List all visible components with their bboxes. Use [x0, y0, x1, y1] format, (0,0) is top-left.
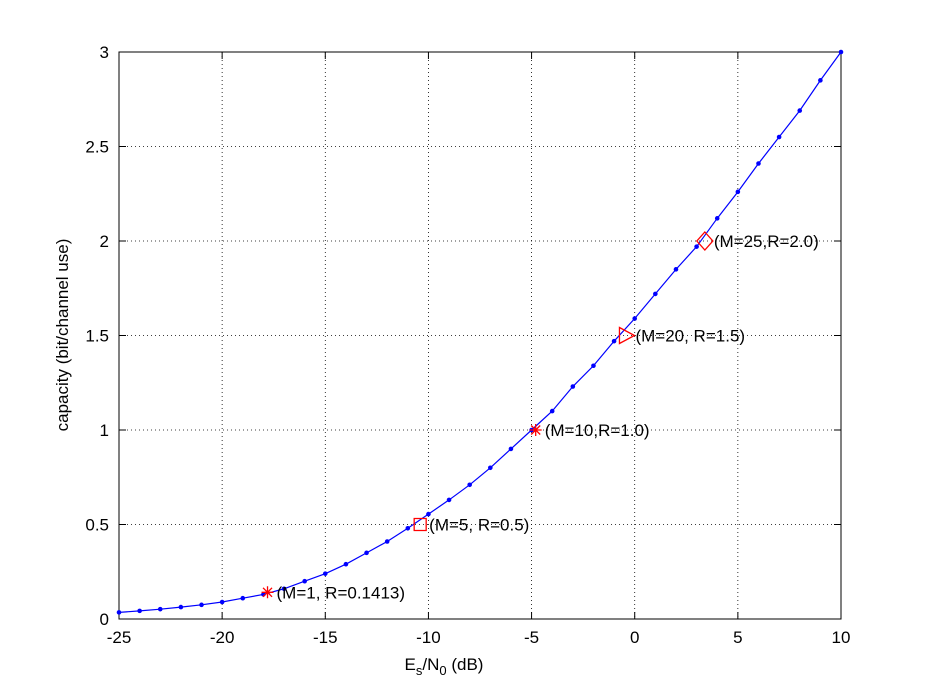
x-tick-label: 10 — [832, 628, 851, 647]
point — [157, 606, 163, 612]
point — [322, 571, 328, 576]
point — [714, 216, 720, 221]
point — [653, 291, 658, 297]
point — [756, 161, 761, 166]
point — [508, 446, 514, 452]
x-label-part: E — [405, 655, 416, 674]
point — [776, 134, 782, 140]
y-tick-label: 2.5 — [85, 138, 109, 157]
x-label-part: /N — [422, 655, 439, 674]
x-label-part: s — [416, 663, 423, 678]
y-axis-label: capacity (bit/channel use) — [53, 239, 72, 432]
y-tick-label: 0.5 — [85, 516, 109, 535]
annotation-label: (M=1, R=0.1413) — [277, 583, 406, 602]
point — [673, 267, 679, 272]
x-tick-label: -25 — [107, 628, 132, 647]
annotation-marker — [695, 231, 714, 251]
point — [343, 561, 349, 567]
x-tick-label: -10 — [416, 628, 441, 647]
axes-box — [118, 51, 842, 620]
point — [735, 189, 741, 195]
x-label-part: 0 — [439, 663, 446, 678]
x-tick-label: 5 — [733, 628, 742, 647]
x-label-part: (dB) — [447, 655, 484, 674]
point — [199, 602, 204, 608]
point — [178, 604, 184, 610]
annotation-marker — [261, 586, 274, 599]
point — [570, 384, 576, 389]
x-axis-label: Es/N0 (dB) — [405, 655, 484, 678]
x-tick-label: -15 — [313, 628, 338, 647]
point — [137, 608, 142, 614]
point — [364, 550, 369, 556]
annotation-marker — [529, 424, 542, 436]
annotation-label: (M=10,R=1.0) — [545, 421, 650, 440]
annotation-label: (M=5, R=0.5) — [429, 516, 529, 535]
x-tick-label: 0 — [630, 628, 639, 647]
curve — [118, 51, 842, 613]
point — [240, 595, 246, 601]
point — [116, 610, 122, 615]
point — [405, 525, 411, 531]
annotation-marker — [413, 517, 427, 532]
y-tick-label: 0 — [100, 610, 109, 629]
y-tick-label: 1.5 — [85, 327, 109, 346]
point — [446, 497, 452, 503]
point — [219, 599, 225, 605]
point — [818, 78, 823, 83]
point — [632, 316, 638, 321]
x-tick-label: -20 — [210, 628, 235, 647]
annotation-label: (M=25,R=2.0) — [714, 232, 819, 251]
point — [611, 338, 617, 344]
point — [281, 586, 287, 592]
y-tick-label: 2 — [100, 232, 109, 251]
point — [302, 578, 307, 584]
point — [797, 108, 803, 113]
x-tick-label: -5 — [524, 628, 539, 647]
point — [838, 49, 844, 55]
point — [488, 465, 493, 471]
point — [426, 511, 431, 517]
y-tick-label: 1 — [100, 421, 109, 440]
point — [549, 408, 555, 414]
annotation-marker — [618, 326, 636, 345]
y-tick-label: 3 — [100, 43, 109, 62]
point — [591, 363, 596, 369]
point — [467, 482, 472, 488]
annotation-label: (M=20, R=1.5) — [635, 327, 745, 346]
point — [384, 539, 390, 544]
point — [694, 244, 699, 249]
